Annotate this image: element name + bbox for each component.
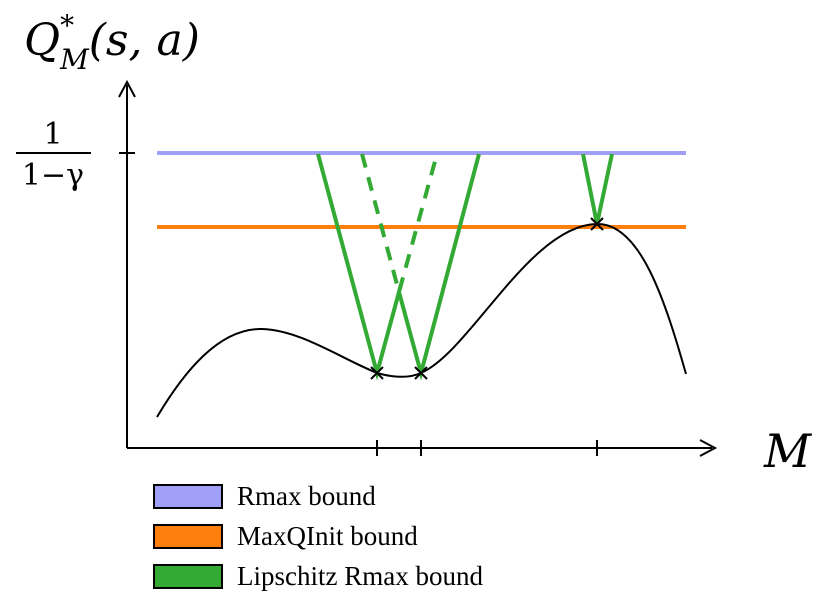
- legend-label-lipschitz: Lipschitz Rmax bound: [237, 560, 483, 591]
- legend-label-rmax: Rmax bound: [237, 480, 376, 511]
- lipschitz-bound-dashed: [360, 153, 439, 300]
- lipschitz-bound-cone: [316, 153, 481, 381]
- q-value-curve: [156, 222, 687, 418]
- y-axis-arrowhead: [118, 79, 136, 98]
- legend-item-lipschitz: Lipschitz Rmax bound: [153, 556, 483, 596]
- legend-swatch-maxqinit: [153, 523, 223, 549]
- y-axis-label: Q* M(s, a): [24, 9, 200, 76]
- y-label-args: (s, a): [89, 15, 200, 66]
- y-label-superscript: *: [60, 9, 74, 42]
- x-axis-arrowhead: [699, 439, 718, 457]
- lipschitz-bound-cone: [581, 153, 614, 225]
- y-label-subscript: M: [59, 43, 90, 76]
- y-tick-numerator: 1: [43, 117, 62, 152]
- sample-marker: [370, 366, 384, 380]
- legend: Rmax bound MaxQInit bound Lipschitz Rmax…: [153, 476, 483, 596]
- legend-swatch-lipschitz: [153, 563, 223, 589]
- y-label-symbol: Q: [24, 15, 60, 66]
- sample-marker: [414, 366, 428, 380]
- legend-item-maxqinit: MaxQInit bound: [153, 516, 483, 556]
- y-tick-denominator: 1−γ: [22, 158, 84, 193]
- legend-swatch-rmax: [153, 483, 223, 509]
- sample-marker: [590, 217, 604, 231]
- legend-label-maxqinit: MaxQInit bound: [237, 520, 418, 551]
- x-axis-label: M: [763, 424, 813, 478]
- legend-item-rmax: Rmax bound: [153, 476, 483, 516]
